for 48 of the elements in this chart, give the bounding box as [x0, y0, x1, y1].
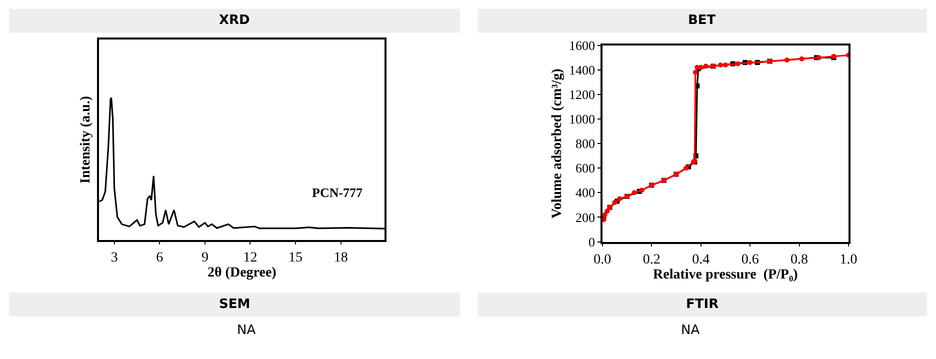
- text: NA: [237, 323, 256, 338]
- point: [698, 64, 704, 70]
- point: [784, 58, 790, 63]
- x-tick-label: 9: [201, 250, 208, 266]
- x-tick-label: 0.4: [692, 252, 710, 268]
- y-tick-label: 1400: [569, 62, 596, 78]
- x-tick-label: 18: [334, 250, 348, 266]
- x-tick-label: 3: [110, 250, 118, 266]
- y-tick-label: 1000: [569, 112, 596, 127]
- point: [748, 60, 753, 66]
- x-tick-label: 6: [156, 250, 164, 266]
- x-tick-label: 0.0: [594, 252, 612, 268]
- annotation: PCN-777: [312, 185, 364, 200]
- y-tick-label: 600: [576, 160, 596, 176]
- text: SEM: [219, 297, 250, 312]
- point: [639, 188, 644, 193]
- point: [735, 61, 740, 66]
- point: [799, 56, 804, 62]
- x-axis-title: Relative pressure (P/P₀): [653, 267, 798, 282]
- y-tick-label: 0: [588, 234, 596, 250]
- y-tick-label: 400: [576, 185, 596, 200]
- point: [632, 190, 637, 196]
- point: [684, 166, 689, 171]
- point: [703, 64, 708, 69]
- x-tick-label: 0.2: [642, 252, 660, 268]
- chart-title: XRD: [219, 13, 250, 28]
- point: [604, 208, 610, 214]
- y-axis-title: Volume adsorbed (cm³/g): [550, 68, 566, 218]
- text: FTIR: [686, 297, 719, 312]
- chart-title: BET: [688, 13, 716, 28]
- y-tick-label: 200: [576, 210, 596, 225]
- x-tick-label: 0.8: [790, 252, 808, 268]
- point: [612, 200, 618, 205]
- x-axis-title: 2θ (Degree): [208, 265, 277, 280]
- point: [718, 62, 724, 68]
- x-tick-label: 15: [288, 250, 303, 266]
- text: NA: [681, 323, 700, 338]
- x-tick-label: 1.0: [840, 252, 858, 268]
- x-tick-label: 12: [243, 250, 258, 266]
- y-tick-label: 800: [576, 136, 596, 152]
- y-tick-label: 1600: [569, 38, 596, 53]
- x-tick-label: 0.6: [741, 252, 759, 268]
- point: [816, 55, 822, 60]
- y-axis-title: Intensity (a.u.): [78, 96, 94, 184]
- point: [722, 62, 728, 68]
- point: [692, 70, 698, 75]
- y-tick-label: 1200: [569, 86, 596, 102]
- point: [617, 196, 622, 202]
